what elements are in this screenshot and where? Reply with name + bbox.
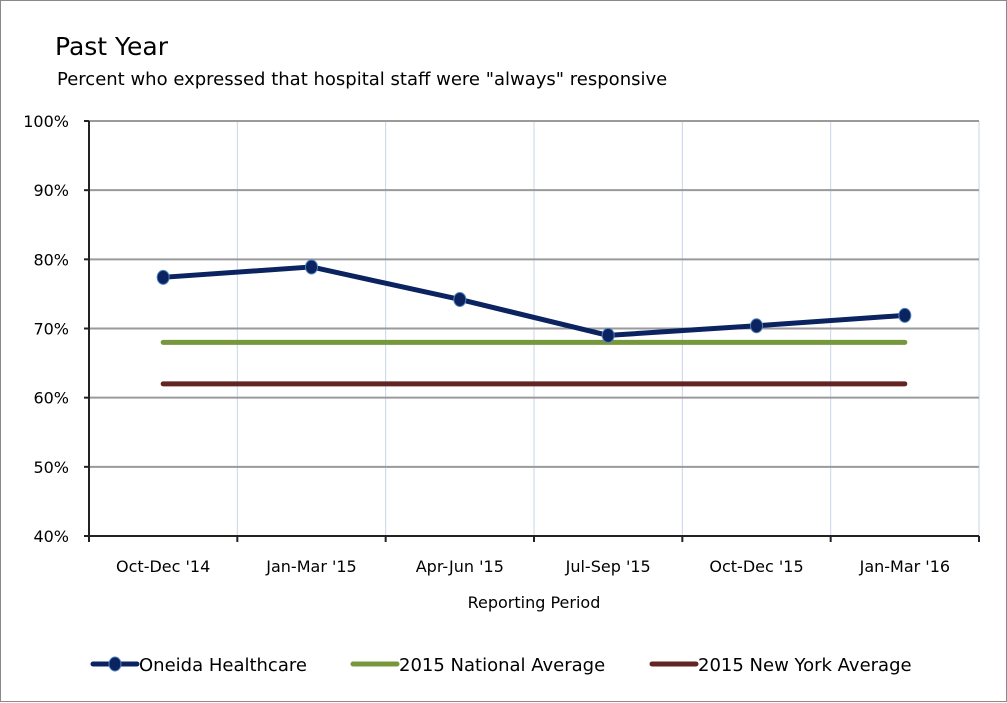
- x-tick-label: Jul-Sep '15: [565, 557, 651, 576]
- legend-marker: [108, 656, 122, 672]
- legend-label-2: 2015 New York Average: [698, 655, 912, 676]
- y-tick-label: 100%: [23, 112, 69, 131]
- data-point: [156, 269, 170, 285]
- y-tick-label: 90%: [33, 181, 69, 200]
- data-point: [750, 318, 763, 334]
- chart-title: Past Year: [55, 32, 169, 61]
- y-tick-label: 70%: [33, 320, 69, 339]
- data-point: [898, 307, 912, 323]
- y-tick-label: 40%: [33, 527, 69, 546]
- y-tick-label: 80%: [33, 250, 69, 269]
- data-point: [453, 291, 467, 307]
- x-axis-label: Reporting Period: [468, 593, 601, 612]
- chart-subtitle: Percent who expressed that hospital staf…: [57, 69, 667, 90]
- x-tick-label: Jan-Mar '16: [859, 557, 950, 576]
- x-tick-label: Apr-Jun '15: [416, 557, 504, 576]
- x-tick-label: Oct-Dec '14: [116, 557, 210, 576]
- x-tick-label: Oct-Dec '15: [709, 557, 803, 576]
- y-tick-label: 50%: [33, 458, 69, 477]
- legend-label-0: Oneida Healthcare: [139, 655, 307, 676]
- y-tick-label: 60%: [33, 389, 69, 408]
- x-tick-label: Jan-Mar '15: [265, 557, 356, 576]
- data-point: [305, 259, 318, 275]
- series-line-0: [160, 264, 908, 338]
- data-point: [601, 327, 615, 343]
- legend-label-1: 2015 National Average: [399, 655, 605, 676]
